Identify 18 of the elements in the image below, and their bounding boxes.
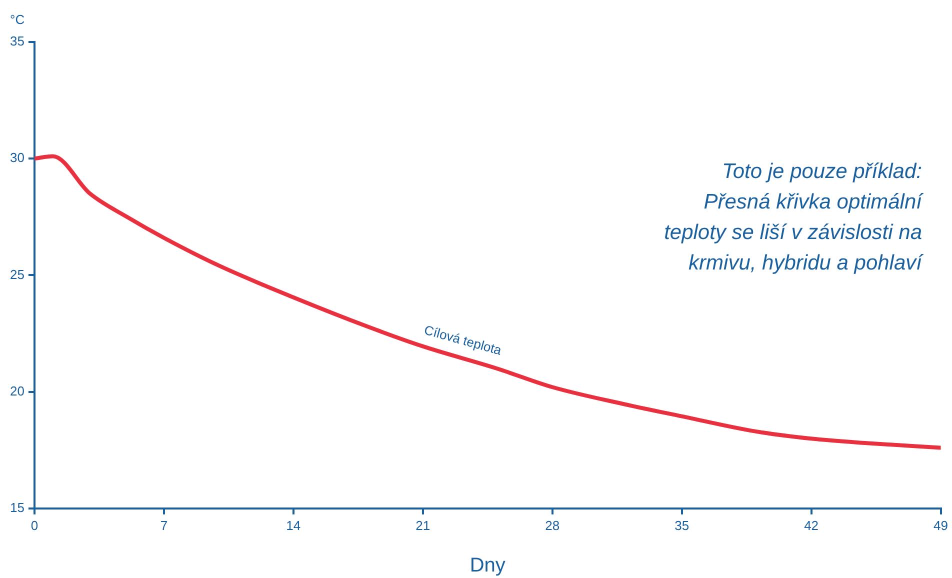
y-tick-label: 25 bbox=[10, 266, 24, 282]
x-tick-label: 14 bbox=[286, 518, 301, 533]
annotation: Cílová teplota bbox=[422, 322, 504, 358]
y-tick-label: 15 bbox=[10, 500, 24, 515]
x-tick-label: 28 bbox=[545, 518, 560, 533]
line-series bbox=[34, 154, 941, 450]
x-tick-label: 0 bbox=[30, 518, 38, 533]
y-tick-label: 20 bbox=[10, 383, 24, 398]
x-axis-title: Dny bbox=[470, 554, 506, 577]
annotation: Toto je pouze příklad: Přesná křivka optimální teploty se liší v závislosti na krmivu, hybridu a pohlaví bbox=[664, 160, 924, 274]
y-tick-label: 30 bbox=[10, 150, 24, 166]
x-tick-label: 7 bbox=[160, 518, 168, 533]
x-tick-label: 49 bbox=[934, 518, 948, 533]
y-tick-label: 35 bbox=[10, 34, 24, 49]
x-tick-label: 42 bbox=[804, 518, 819, 533]
y-axis-title: °C bbox=[10, 12, 25, 27]
x-tick-label: 21 bbox=[416, 518, 430, 533]
x-tick-label: 35 bbox=[674, 518, 690, 533]
